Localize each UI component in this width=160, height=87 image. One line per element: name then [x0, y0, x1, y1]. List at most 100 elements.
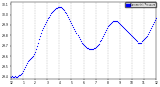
Point [66, 14, 69, 15]
Legend: Barometric Pressure: Barometric Pressure [125, 2, 156, 7]
Point [47, 17, 50, 18]
Point [109, 22, 112, 23]
Point [103, 31, 106, 33]
Point [108, 23, 111, 25]
Point [31, 56, 33, 58]
Point [128, 33, 130, 34]
Point [93, 47, 96, 48]
Point [152, 23, 154, 25]
Point [34, 51, 36, 53]
Point [82, 44, 85, 45]
Point [150, 27, 152, 29]
Point [138, 42, 140, 43]
Point [112, 20, 115, 21]
Point [136, 41, 138, 42]
Point [54, 9, 57, 10]
Point [56, 8, 59, 9]
Point [22, 70, 24, 71]
Point [28, 60, 30, 61]
Point [123, 27, 125, 29]
Point [36, 45, 39, 46]
Point [116, 20, 118, 21]
Point [149, 29, 151, 31]
Point [29, 58, 32, 60]
Point [99, 40, 102, 41]
Point [78, 39, 81, 40]
Point [57, 7, 60, 8]
Point [112, 20, 114, 21]
Point [11, 75, 13, 76]
Point [50, 13, 53, 14]
Point [124, 29, 127, 31]
Point [97, 43, 100, 44]
Point [27, 60, 29, 62]
Point [154, 19, 156, 20]
Point [95, 45, 98, 46]
Point [92, 47, 95, 48]
Point [83, 45, 86, 46]
Point [113, 20, 116, 21]
Point [51, 12, 54, 13]
Point [43, 25, 46, 27]
Point [153, 21, 155, 22]
Point [25, 65, 27, 66]
Point [88, 48, 91, 49]
Point [81, 43, 84, 44]
Point [110, 21, 113, 22]
Point [133, 38, 135, 39]
Point [76, 35, 79, 36]
Point [122, 26, 124, 28]
Point [145, 37, 147, 38]
Point [126, 30, 128, 32]
Point [44, 23, 47, 25]
Point [24, 67, 26, 68]
Point [52, 11, 55, 12]
Point [102, 34, 105, 35]
Point [127, 31, 129, 33]
Point [140, 42, 142, 43]
Point [80, 42, 83, 43]
Point [74, 30, 77, 32]
Point [115, 20, 117, 21]
Point [98, 41, 101, 42]
Point [68, 18, 71, 19]
Point [32, 55, 34, 57]
Point [147, 34, 149, 35]
Point [124, 28, 126, 30]
Point [96, 44, 99, 45]
Point [33, 53, 36, 55]
Point [53, 10, 56, 11]
Point [91, 48, 94, 49]
Point [73, 28, 76, 30]
Point [84, 46, 87, 47]
Point [45, 21, 48, 22]
Point [18, 74, 20, 75]
Point [72, 26, 75, 28]
Point [16, 76, 18, 77]
Point [117, 22, 120, 23]
Point [143, 39, 145, 40]
Point [77, 37, 80, 38]
Point [10, 76, 12, 77]
Point [62, 9, 65, 10]
Point [30, 57, 32, 59]
Point [61, 8, 64, 9]
Point [129, 34, 131, 35]
Point [19, 74, 21, 75]
Point [101, 36, 104, 37]
Point [119, 23, 121, 25]
Point [85, 47, 88, 48]
Point [39, 36, 42, 37]
Point [87, 48, 90, 49]
Point [69, 20, 72, 21]
Point [107, 24, 110, 26]
Point [35, 48, 37, 49]
Point [71, 24, 74, 26]
Point [42, 27, 44, 29]
Point [59, 7, 62, 8]
Point [58, 7, 61, 8]
Point [151, 25, 153, 27]
Point [46, 19, 49, 20]
Point [144, 38, 146, 39]
Point [135, 40, 137, 41]
